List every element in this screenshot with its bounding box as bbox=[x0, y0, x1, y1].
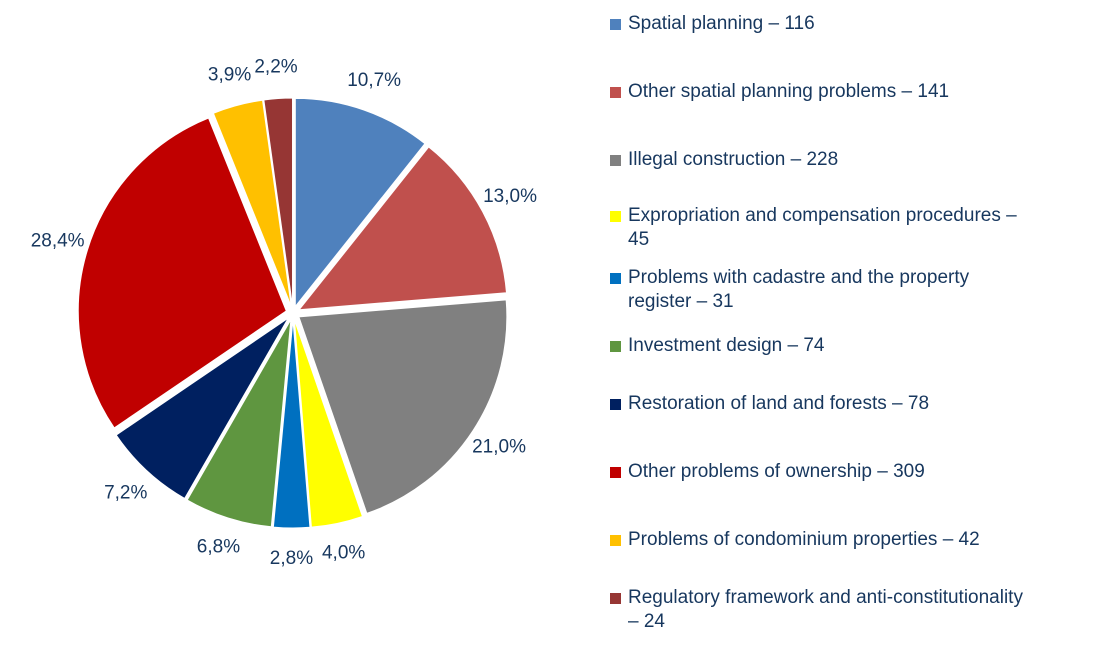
data-label: 2,2% bbox=[254, 57, 297, 78]
legend-swatch bbox=[610, 273, 621, 284]
pie-slice bbox=[298, 299, 508, 515]
pie-slice bbox=[115, 317, 289, 500]
legend-item: Spatial planning – 116 bbox=[610, 12, 1100, 36]
legend-label: Regulatory framework and anti-constituti… bbox=[628, 587, 1023, 632]
pie-area: 10,7% 13,0% 21,0% 4,0% 2,8% 6,8% 7,2% 28,4% 3,9%… bbox=[31, 57, 537, 569]
legend-swatch bbox=[610, 155, 621, 166]
legend-item: Restoration of land and forests – 78 bbox=[610, 392, 1100, 416]
pie-slice bbox=[298, 146, 508, 311]
legend-item: Other problems of ownership – 309 bbox=[610, 460, 1100, 484]
legend-label: Spatial planning – 116 bbox=[628, 13, 815, 34]
legend-label: Problems with cadastre and the property … bbox=[628, 267, 970, 312]
legend-item: Problems with cadastre and the property … bbox=[610, 266, 1100, 314]
legend-swatch bbox=[610, 535, 621, 546]
legend-item: Problems of condominium properties – 42 bbox=[610, 528, 1100, 552]
legend-item: Expropriation and compensation procedure… bbox=[610, 204, 1100, 252]
legend-label: Other problems of ownership – 309 bbox=[628, 461, 925, 482]
data-label: 3,9% bbox=[208, 64, 251, 85]
legend-label: Other spatial planning problems – 141 bbox=[628, 81, 950, 102]
legend-label: Problems of condominium properties – 42 bbox=[628, 529, 980, 550]
legend-label: Illegal construction – 228 bbox=[628, 149, 839, 170]
pie-slice bbox=[294, 97, 426, 308]
legend-swatch bbox=[610, 211, 621, 222]
legend-swatch bbox=[610, 19, 621, 30]
legend-swatch bbox=[610, 341, 621, 352]
data-label: 21,0% bbox=[472, 436, 526, 457]
pie-slice bbox=[263, 97, 294, 307]
legend-swatch bbox=[610, 87, 621, 98]
data-label: 2,8% bbox=[270, 548, 313, 569]
data-label: 7,2% bbox=[104, 482, 147, 503]
legend-label: Investment design – 74 bbox=[628, 335, 825, 356]
legend-item: Investment design – 74 bbox=[610, 334, 1100, 358]
pie-slice bbox=[77, 117, 287, 429]
data-label: 28,4% bbox=[31, 230, 85, 251]
data-label: 4,0% bbox=[322, 543, 365, 564]
legend-swatch bbox=[610, 467, 621, 478]
pie-slice bbox=[272, 319, 311, 529]
data-label: 13,0% bbox=[483, 186, 537, 207]
legend-label: Expropriation and compensation procedure… bbox=[628, 205, 1017, 250]
legend-item: Other spatial planning problems – 141 bbox=[610, 80, 1100, 104]
pie-slice bbox=[293, 319, 364, 528]
data-label: 6,8% bbox=[197, 536, 240, 557]
pie-slice bbox=[186, 319, 292, 528]
legend-swatch bbox=[610, 399, 621, 410]
legend-item: Regulatory framework and anti-constituti… bbox=[610, 586, 1100, 634]
legend-label: Restoration of land and forests – 78 bbox=[628, 393, 930, 414]
legend-swatch bbox=[610, 593, 621, 604]
data-label: 10,7% bbox=[347, 70, 401, 91]
legend-item: Illegal construction – 228 bbox=[610, 148, 1100, 172]
pie-slice bbox=[212, 99, 292, 307]
